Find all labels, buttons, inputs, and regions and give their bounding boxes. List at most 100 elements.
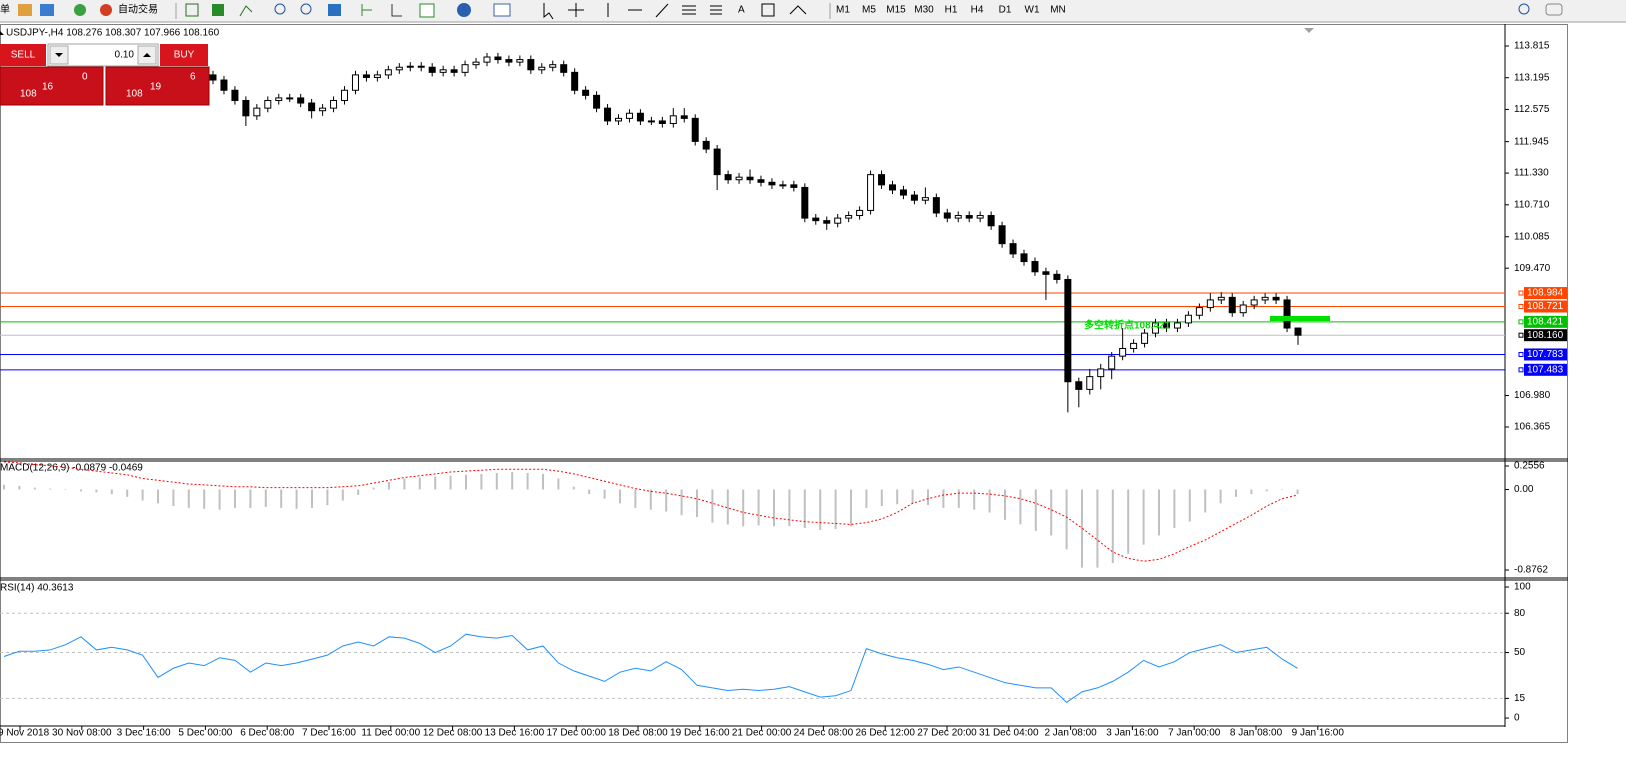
icon[interactable] — [274, 3, 286, 15]
macd-bar — [773, 489, 775, 527]
candle-body — [242, 99, 250, 117]
level-label-box — [1524, 329, 1567, 342]
y-tick-label: 110.085 — [1514, 231, 1550, 242]
macd-bar — [326, 489, 329, 506]
candle-body — [702, 140, 710, 150]
lot-spinner[interactable] — [47, 43, 159, 67]
x-tick-label: 3 Jan 16:00 — [1106, 728, 1159, 739]
macd-bar — [234, 489, 236, 508]
icon[interactable] — [18, 4, 32, 16]
timeframe-button[interactable]: W1 — [1025, 5, 1040, 16]
icon[interactable] — [761, 3, 775, 17]
icon[interactable] — [543, 3, 554, 20]
buy-button[interactable] — [160, 44, 208, 66]
shift-marker — [1304, 28, 1314, 33]
candle-body — [724, 174, 732, 181]
indicator-title: MACD(12,26,9) -0.0879 -0.0469 — [0, 463, 143, 474]
icon[interactable] — [361, 4, 372, 16]
candle-body — [823, 220, 831, 224]
candle-body — [768, 181, 776, 186]
icon[interactable] — [655, 3, 669, 18]
indicator-title: RSI(14) 40.3613 — [0, 583, 74, 594]
candle-body — [362, 74, 370, 78]
icon[interactable] — [328, 4, 341, 16]
icon[interactable] — [185, 3, 199, 17]
candle-body — [571, 71, 579, 91]
macd-bar — [603, 489, 606, 499]
candle-body — [494, 56, 502, 61]
candle-body — [231, 89, 239, 101]
macd-bar — [49, 488, 52, 490]
price-panel: USDJPY-,H4 108.276 108.307 107.966 108.1… — [0, 28, 1567, 433]
candle-body — [1228, 296, 1236, 314]
timeframe-button[interactable]: M1 — [836, 5, 850, 16]
macd-bar — [311, 489, 313, 508]
timeframe-button[interactable]: H1 — [945, 5, 958, 16]
x-tick-label: 9 Jan 16:00 — [1292, 728, 1345, 739]
icon[interactable] — [239, 5, 253, 17]
macd-bar — [1188, 489, 1191, 522]
icon[interactable] — [100, 4, 112, 16]
macd-bar — [957, 489, 960, 508]
icon[interactable] — [457, 3, 471, 17]
candle-body — [1108, 355, 1116, 370]
macd-bar — [110, 489, 113, 495]
macd-bar — [803, 489, 806, 529]
candle-body — [1053, 273, 1061, 280]
icon[interactable] — [40, 4, 54, 16]
icon[interactable] — [789, 5, 807, 15]
timeframe-button[interactable]: MN — [1050, 5, 1066, 16]
macd-bar — [18, 485, 21, 490]
macd-bar — [896, 489, 899, 505]
timeframe-button[interactable]: H4 — [971, 5, 984, 16]
search-icon[interactable] — [1518, 3, 1530, 15]
candle-body — [1294, 327, 1302, 336]
macd-bar — [172, 489, 175, 507]
candle-body — [527, 59, 535, 71]
macd-bar — [557, 478, 560, 490]
text-tool[interactable]: A — [738, 5, 745, 16]
sell-label[interactable]: SELL — [11, 50, 36, 61]
sell-button[interactable] — [0, 44, 46, 66]
icon[interactable] — [300, 3, 312, 15]
level-handle — [1518, 332, 1524, 338]
marker — [0, 31, 4, 35]
timeframe-button[interactable]: D1 — [999, 5, 1012, 16]
icon[interactable] — [710, 5, 722, 15]
icon[interactable] — [568, 3, 584, 17]
candle-body — [1283, 299, 1291, 329]
menu-item[interactable]: 单 — [0, 4, 10, 16]
lot-value[interactable]: 0.10 — [115, 50, 135, 61]
macd-bar — [865, 489, 868, 508]
candle-body — [878, 174, 886, 186]
timeframe-button[interactable]: M15 — [886, 5, 906, 16]
sell-price-box[interactable] — [0, 66, 104, 106]
candle-body — [1195, 307, 1203, 316]
chat-icon[interactable] — [1545, 3, 1563, 16]
auto-trade-button[interactable]: 自动交易 — [118, 3, 158, 16]
candle-body — [954, 215, 962, 219]
icon[interactable] — [682, 5, 696, 15]
candle-body — [812, 217, 820, 222]
candle-body — [943, 212, 951, 219]
timeframe-button[interactable]: M30 — [914, 5, 934, 16]
macd-bar — [1127, 489, 1130, 554]
icon[interactable] — [419, 3, 435, 18]
buy-label[interactable]: BUY — [174, 50, 195, 61]
buy-price-box[interactable] — [105, 66, 210, 106]
macd-bar — [126, 489, 129, 497]
icon[interactable] — [493, 3, 511, 17]
macd-bar — [511, 472, 514, 490]
timeframe-button[interactable]: M5 — [862, 5, 876, 16]
candle-body — [538, 66, 546, 71]
candle-body — [834, 217, 842, 224]
macd-bar — [619, 489, 621, 504]
x-tick-label: 6 Dec 08:00 — [240, 728, 294, 739]
macd-bar — [988, 489, 991, 513]
icon[interactable] — [391, 4, 402, 17]
macd-bar — [1034, 489, 1037, 531]
icon[interactable] — [74, 4, 86, 16]
candle-body — [1042, 271, 1050, 275]
icon[interactable] — [212, 4, 224, 16]
